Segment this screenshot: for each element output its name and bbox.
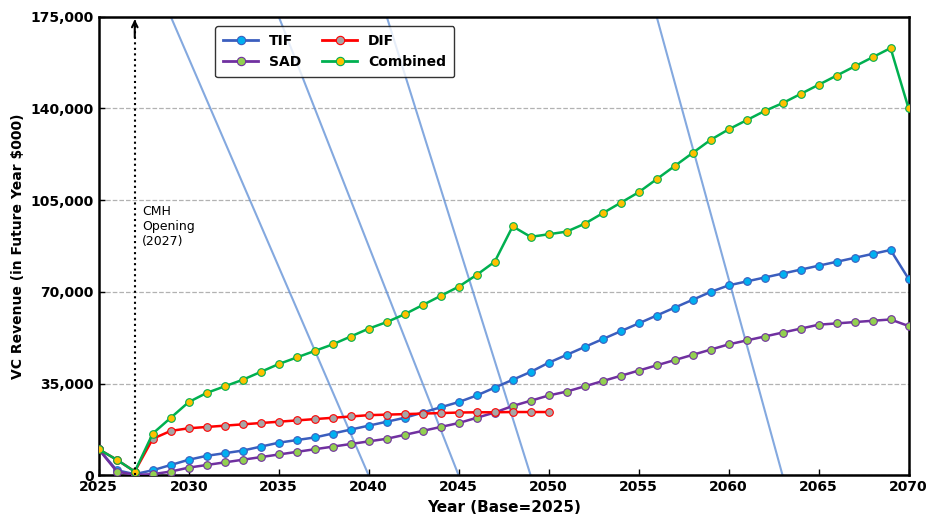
Text: CMH
Opening
(2027): CMH Opening (2027)	[142, 205, 194, 248]
Legend: TIF, SAD, DIF, Combined: TIF, SAD, DIF, Combined	[215, 26, 454, 77]
Y-axis label: VC Revenue (in Future Year $000): VC Revenue (in Future Year $000)	[11, 113, 25, 379]
X-axis label: Year (Base=2025): Year (Base=2025)	[426, 500, 580, 515]
